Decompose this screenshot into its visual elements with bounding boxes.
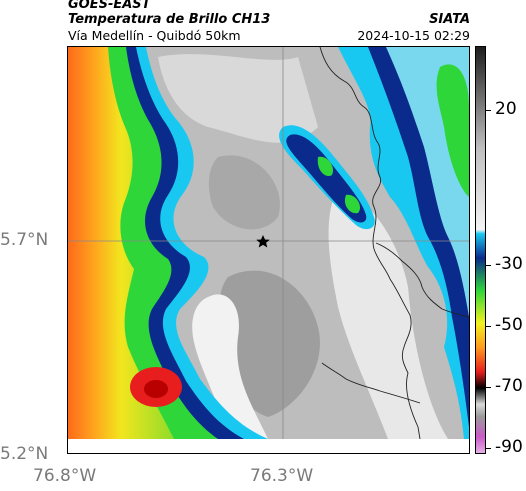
temperature-colorbar (475, 46, 486, 454)
colorbar-tick (486, 265, 491, 266)
satellite-title: GOES-EAST (68, 0, 151, 12)
colorbar-label-20: 20 (495, 99, 517, 119)
lat-tick-5-2: 5.2°N (0, 444, 49, 464)
colorbar-tick (486, 110, 491, 111)
west-warm-band (68, 47, 174, 439)
east-green-cell (436, 64, 469, 197)
data-edge-strip (68, 439, 469, 453)
red-cell-core (144, 380, 168, 398)
colorbar-label-neg50: -50 (495, 315, 523, 335)
convective-line-green (317, 156, 361, 214)
colorbar-tick (486, 326, 491, 327)
colorbar-label-neg30: -30 (495, 254, 523, 274)
white-patch (192, 294, 268, 439)
product-title: Temperatura de Brillo CH13 (68, 12, 271, 27)
lon-tick-76-8: 76.8°W (33, 466, 97, 486)
datetime-label: 2024-10-15 02:29 (357, 28, 470, 43)
colorbar-tick (486, 448, 491, 449)
colorbar-label-neg90: -90 (495, 437, 523, 457)
colorbar-label-neg70: -70 (495, 376, 523, 396)
dark-gray-patch (208, 155, 280, 230)
lat-tick-5-7: 5.7°N (0, 230, 49, 250)
brightness-temperature-map (68, 47, 469, 453)
colorbar-tick (486, 387, 491, 388)
department-border (321, 362, 421, 404)
light-gray-patch (158, 54, 318, 143)
lon-tick-76-3: 76.3°W (250, 466, 314, 486)
dark-gray-patch (218, 270, 320, 417)
coastline (319, 47, 421, 440)
region-label: Vía Medellín - Quibdó 50km (68, 28, 241, 43)
star-marker-icon (256, 235, 270, 248)
organization-label: SIATA (429, 12, 470, 27)
country-border (375, 242, 469, 318)
light-gray-patch (328, 187, 448, 439)
map-panel[interactable] (67, 46, 470, 454)
